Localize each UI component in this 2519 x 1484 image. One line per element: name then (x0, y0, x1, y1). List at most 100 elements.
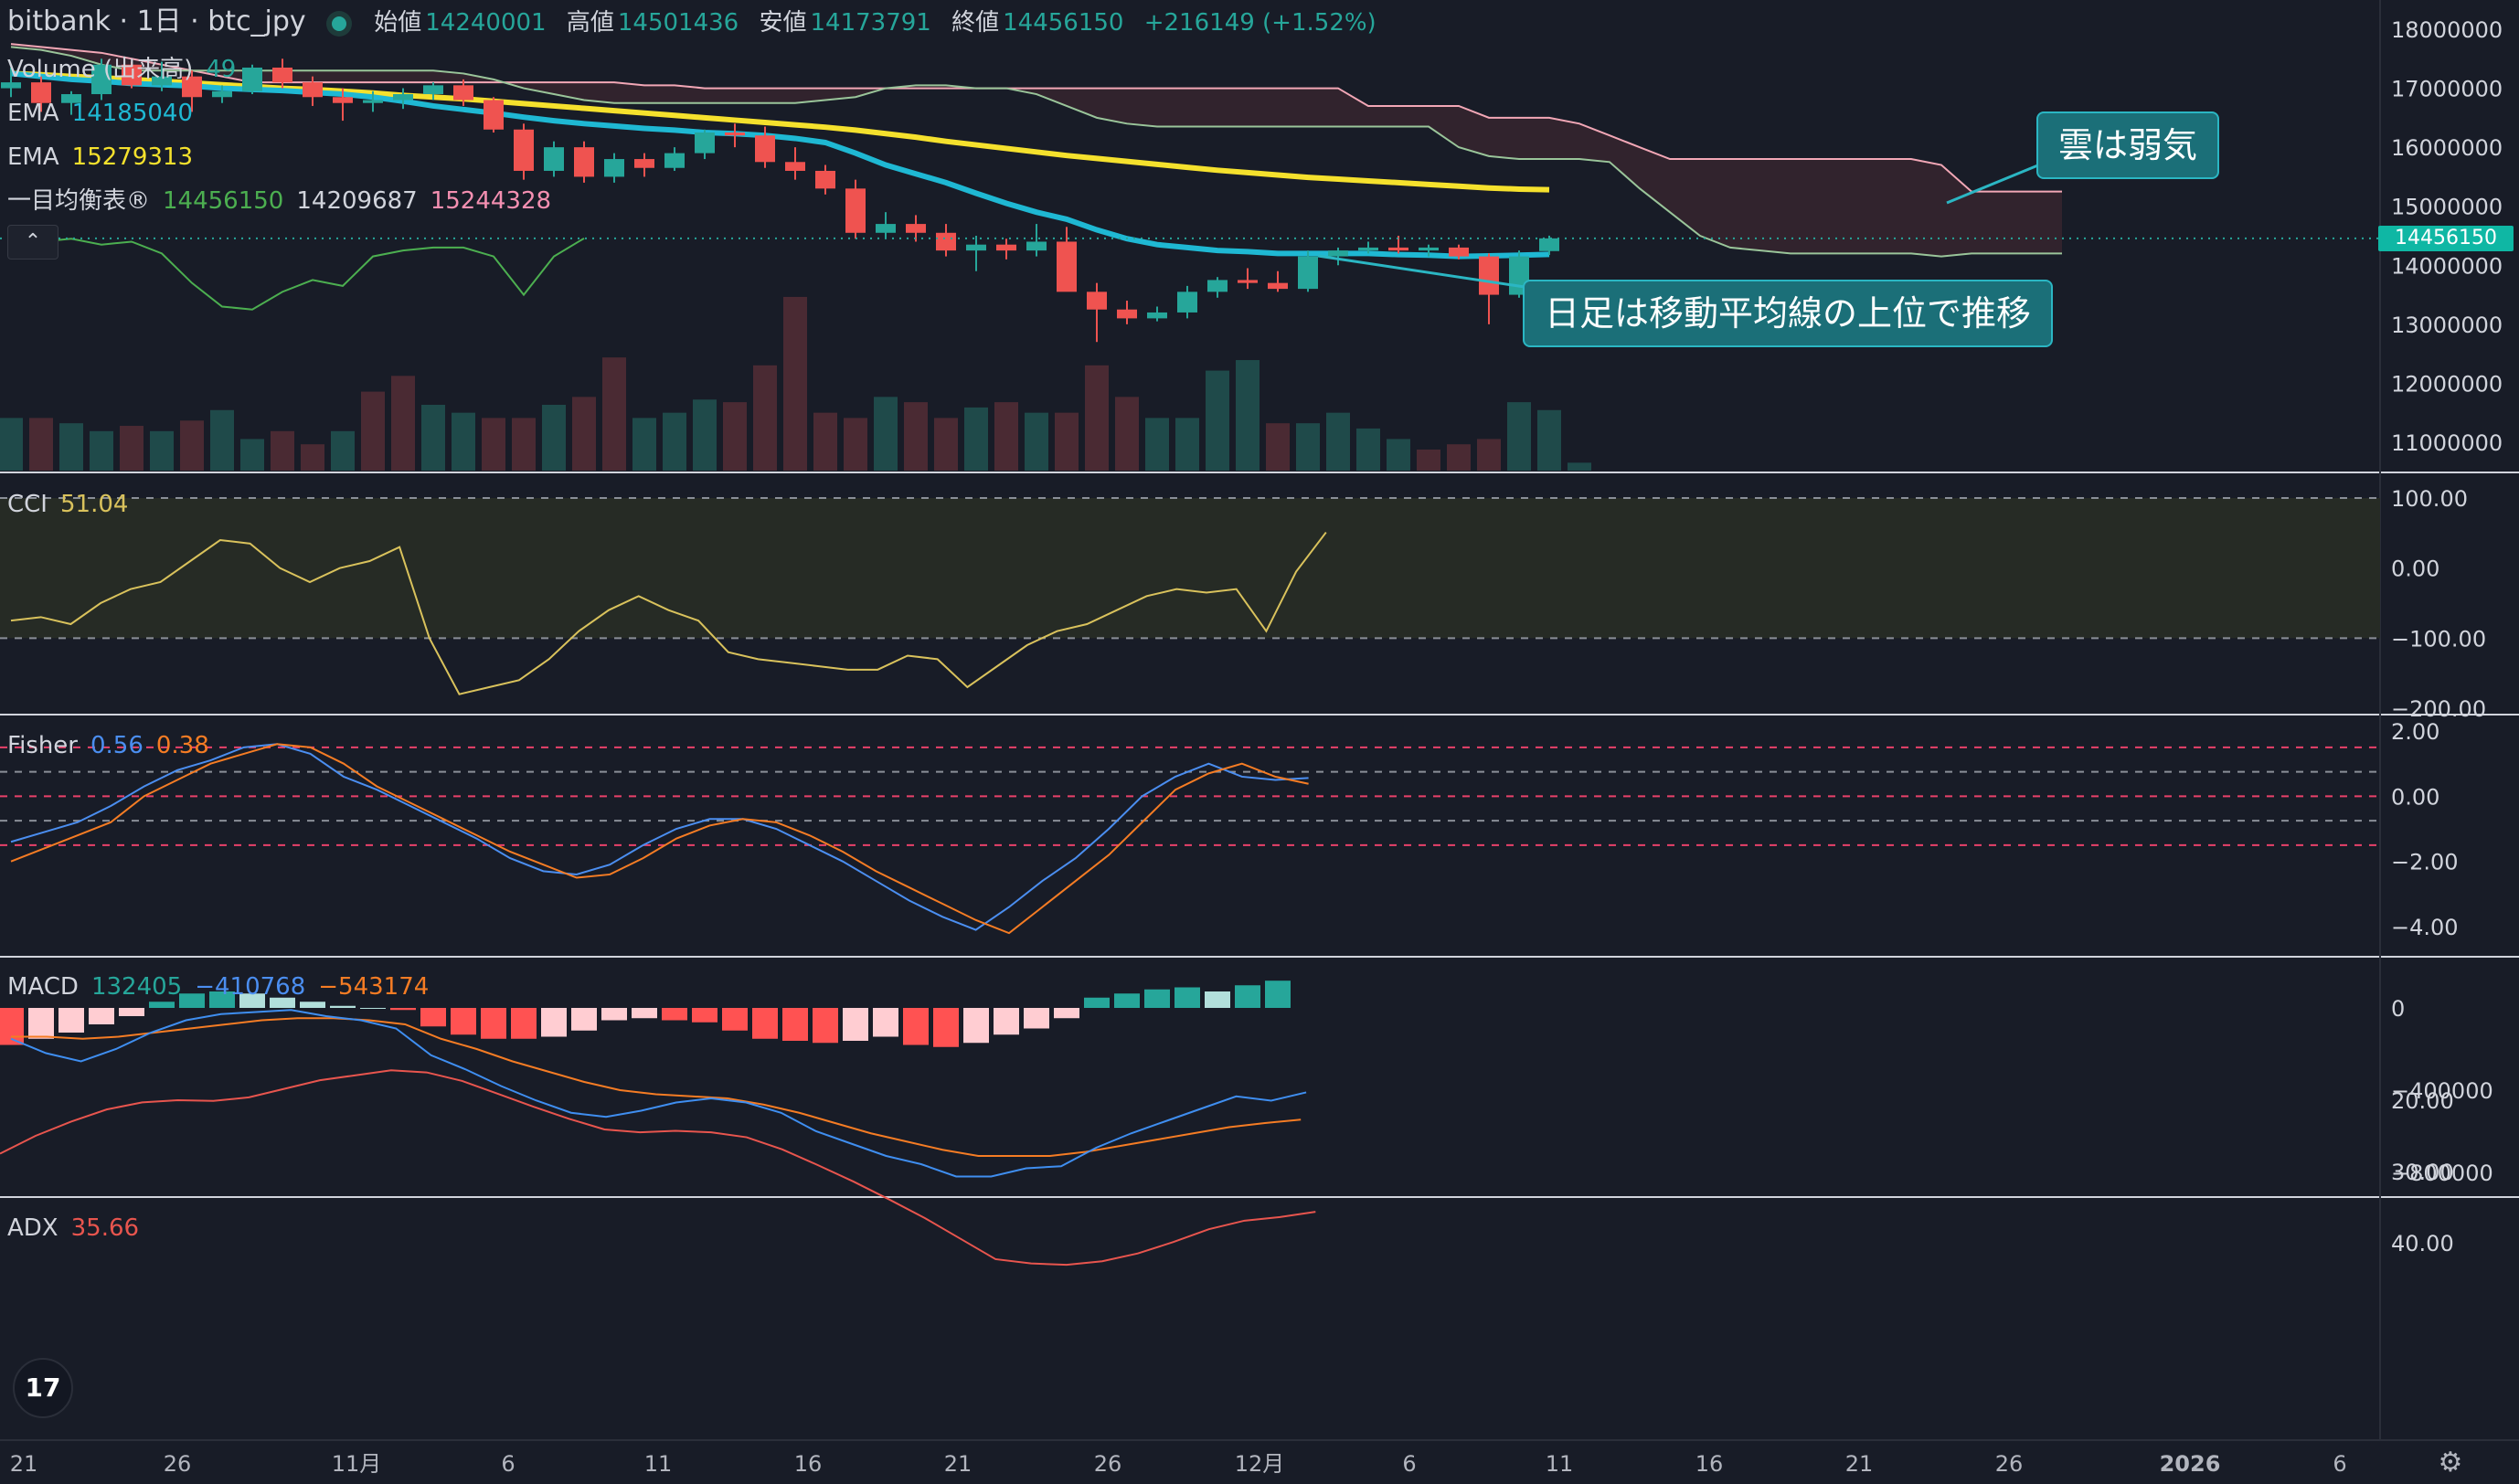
macd-label: MACD (7, 973, 79, 1001)
cci-legend[interactable]: CCI 51.04 (7, 490, 141, 519)
cci-tick-label: 100.00 (2391, 486, 2468, 512)
fisher-tick-label: 2.00 (2391, 719, 2439, 745)
ema1-legend[interactable]: EMA 14185040 (7, 99, 206, 128)
symbol-title[interactable]: bitbank · 1日 · btc_jpy (7, 5, 306, 37)
candle-body (1358, 247, 1378, 251)
time-tick-label: 6 (501, 1451, 515, 1477)
time-tick-label: 21 (10, 1451, 38, 1477)
volume-bar (1537, 409, 1561, 471)
macd-histogram-bar (330, 1005, 356, 1008)
fisher-legend[interactable]: Fisher 0.56 0.38 (7, 731, 222, 760)
macd-tick-label: −800000 (2391, 1161, 2493, 1186)
macd-histogram-bar (1205, 991, 1230, 1008)
collapse-legend-button[interactable]: ⌃ (7, 225, 58, 260)
callout-cloud-weak[interactable]: 雲は弱気 (2036, 111, 2220, 179)
volume-bar (210, 409, 234, 471)
candle-body (845, 188, 866, 233)
volume-bar (29, 418, 53, 471)
candle-body (453, 85, 473, 101)
price-tick-label: 18000000 (2391, 17, 2503, 43)
adx-legend[interactable]: ADX 35.66 (7, 1214, 152, 1243)
adx-tick-label: 30.00 (2391, 1160, 2454, 1185)
candle-body (363, 100, 383, 103)
close-value: 14456150 (1003, 9, 1124, 37)
volume-bar (1296, 423, 1320, 471)
volume-bar (1055, 412, 1079, 471)
macd-histogram-bar (209, 991, 235, 1008)
header-legend: bitbank · 1日 · btc_jpy 始値 14240001 高値 1450… (7, 7, 1389, 37)
fisher-label: Fisher (7, 732, 78, 759)
gear-icon[interactable]: ⚙ (2438, 1447, 2463, 1479)
volume-bar (753, 365, 777, 471)
open-value: 14240001 (425, 9, 547, 37)
macd-histogram-bar (481, 1008, 506, 1039)
macd-histogram-bar (722, 1008, 748, 1031)
macd-signal-line (11, 1017, 1302, 1157)
candle-body (1268, 282, 1288, 290)
macd-histogram-bar (963, 1008, 989, 1044)
candle-body (936, 232, 956, 251)
macd-histogram-bar (28, 1008, 54, 1039)
fisher-tick-label: −2.00 (2391, 850, 2459, 875)
cci-band (0, 498, 2380, 639)
candle-body (1057, 241, 1077, 292)
macd-histogram-bar (933, 1008, 959, 1047)
macd-histogram-bar (1024, 1008, 1049, 1029)
volume-bar (572, 397, 596, 471)
volume-bar (1568, 462, 1591, 471)
macd-histogram-bar (994, 1008, 1019, 1035)
ichimoku-legend[interactable]: 一目均衡表® 14456150 14209687 15244328 (7, 186, 564, 216)
tradingview-logo-icon[interactable]: 17 (13, 1358, 73, 1418)
cci-line (10, 531, 1327, 695)
price-tick-label: 17000000 (2391, 77, 2503, 102)
candle-body (61, 94, 81, 103)
volume-legend[interactable]: Volume (出来高) 49 (7, 55, 249, 84)
callout-above-ma[interactable]: 日足は移動平均線の上位で推移 (1523, 280, 2054, 347)
volume-bar (1266, 423, 1290, 471)
candle-body (31, 82, 51, 103)
adx-tick-label: 40.00 (2391, 1231, 2454, 1256)
macd-value-1: 132405 (90, 973, 183, 1001)
volume-bar (240, 439, 264, 471)
macd-histogram-bar (300, 1002, 325, 1008)
candle-body (242, 67, 262, 91)
candle-body (574, 147, 594, 177)
ichimoku-value-3: 15244328 (430, 187, 552, 215)
ema-fast-line (10, 70, 1550, 260)
volume-bar (512, 418, 536, 471)
ichimoku-value-2: 14209687 (296, 187, 418, 215)
candle-body (1026, 241, 1047, 251)
candle-body (725, 132, 745, 136)
volume-bar (180, 420, 204, 471)
ichimoku-label: 一目均衡表® (7, 187, 151, 215)
cci-tick-label: −100.00 (2391, 626, 2486, 652)
cloud-span-a (10, 43, 2062, 193)
candle-body (514, 129, 534, 171)
candle-body (423, 85, 443, 95)
candle-body (272, 67, 292, 83)
macd-histogram-bar (89, 1008, 114, 1024)
volume-bar (663, 412, 686, 471)
time-tick-label: 2026 (2160, 1451, 2221, 1477)
volume-bar (391, 376, 415, 471)
volume-bar (1356, 428, 1380, 471)
volume-bar (482, 418, 505, 471)
macd-histogram-bar (541, 1008, 567, 1037)
time-tick-label: 26 (1094, 1451, 1122, 1477)
candle-body (212, 90, 232, 98)
volume-value: 49 (206, 56, 237, 83)
macd-legend[interactable]: MACD 132405 −410768 −543174 (7, 972, 441, 1002)
macd-histogram-bar (782, 1008, 808, 1041)
macd-line (10, 1009, 1307, 1178)
macd-histogram-bar (571, 1008, 597, 1031)
volume-bar (0, 418, 23, 471)
candle-body (1117, 309, 1137, 319)
candle-body (664, 153, 685, 168)
candle-body (544, 147, 564, 171)
time-tick-label: 16 (1695, 1451, 1724, 1477)
fisher-value-2: 0.38 (155, 732, 209, 759)
candle-body (333, 97, 353, 103)
macd-histogram-bar (1235, 985, 1260, 1008)
ema2-legend[interactable]: EMA 15279313 (7, 143, 206, 172)
